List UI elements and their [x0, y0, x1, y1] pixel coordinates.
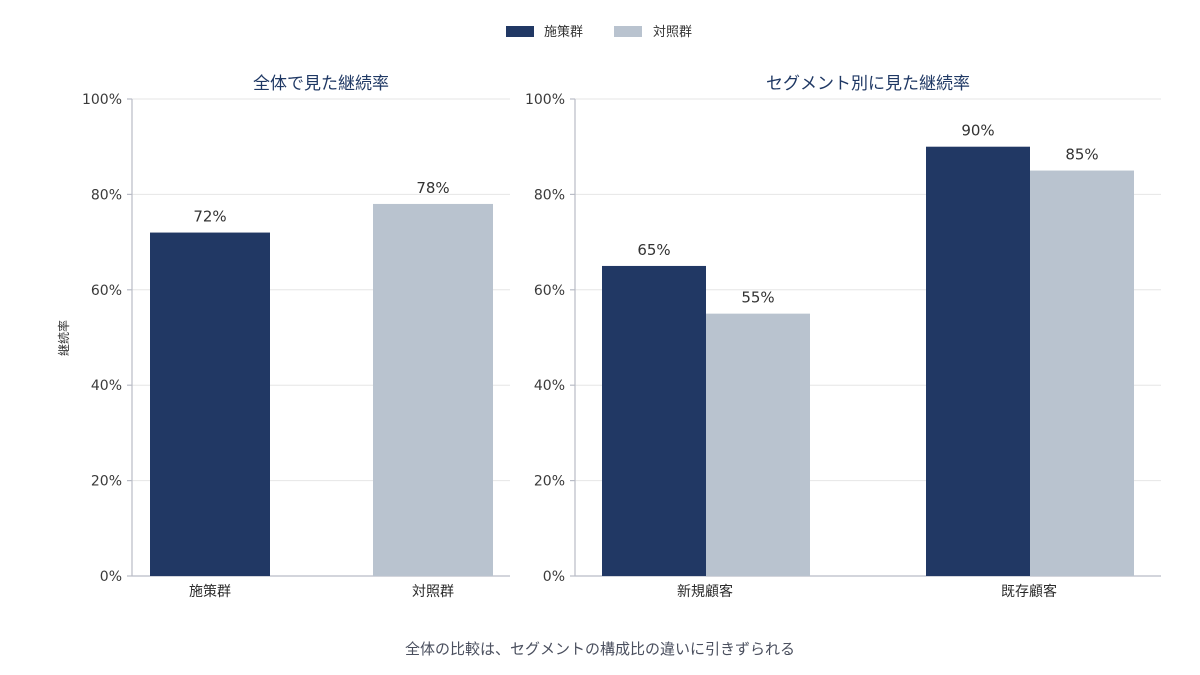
left-x-tick-label: 施策群 [189, 583, 231, 600]
right-bar-value-label: 85% [1065, 146, 1098, 164]
right-x-tick-label: 既存顧客 [1001, 583, 1057, 600]
right-bar-value-label: 55% [741, 289, 774, 307]
right-y-tick-label: 80% [534, 187, 565, 203]
legend-swatch-control [614, 26, 642, 37]
left-bar-2 [373, 203, 493, 576]
left-bar-value-label: 72% [193, 208, 226, 226]
right-bar-2-2 [1030, 170, 1134, 577]
left-y-tick-label: 20% [91, 474, 122, 490]
legend-swatch-treatment [506, 26, 534, 37]
right-bar-2-1 [926, 146, 1030, 576]
right-y-tick-label: 20% [534, 474, 565, 490]
right-bar-1-2 [706, 313, 810, 576]
right-panel-title: セグメント別に見た継続率 [766, 74, 970, 94]
right-y-tick-label: 40% [534, 378, 565, 394]
legend-label-control: 対照群 [653, 25, 692, 40]
legend: 施策群 対照群 [506, 24, 692, 40]
y-axis-label: 継続率 [56, 320, 71, 356]
left-y-tick-label: 100% [82, 92, 122, 108]
right-bar-value-label: 90% [961, 122, 994, 140]
right-bar-1-1 [602, 265, 706, 576]
left-panel-title: 全体で見た継続率 [253, 74, 389, 94]
left-bar-1 [150, 232, 270, 576]
left-y-tick-label: 60% [91, 283, 122, 299]
left-bar-value-label: 78% [416, 179, 449, 197]
right-panel: 0% 20% 40% 60% 80% 100% 65% 55% 新規顧客 90% 85% 既存顧客 [525, 92, 1161, 600]
left-panel: 0% 20% 40% 60% 80% 100% 72% 施策群 78% 対照群 [82, 92, 510, 600]
legend-label-treatment: 施策群 [544, 24, 583, 40]
right-y-tick-label: 0% [543, 569, 565, 585]
right-y-tick-label: 60% [534, 283, 565, 299]
left-y-tick-label: 40% [91, 378, 122, 394]
caption: 全体の比較は、セグメントの構成比の違いに引きずられる [405, 640, 795, 658]
right-bar-value-label: 65% [637, 241, 670, 259]
left-y-tick-label: 80% [91, 187, 122, 203]
right-x-tick-label: 新規顧客 [677, 583, 733, 600]
right-y-tick-label: 100% [525, 92, 565, 108]
left-x-tick-label: 対照群 [412, 584, 454, 600]
left-y-tick-label: 0% [100, 569, 122, 585]
